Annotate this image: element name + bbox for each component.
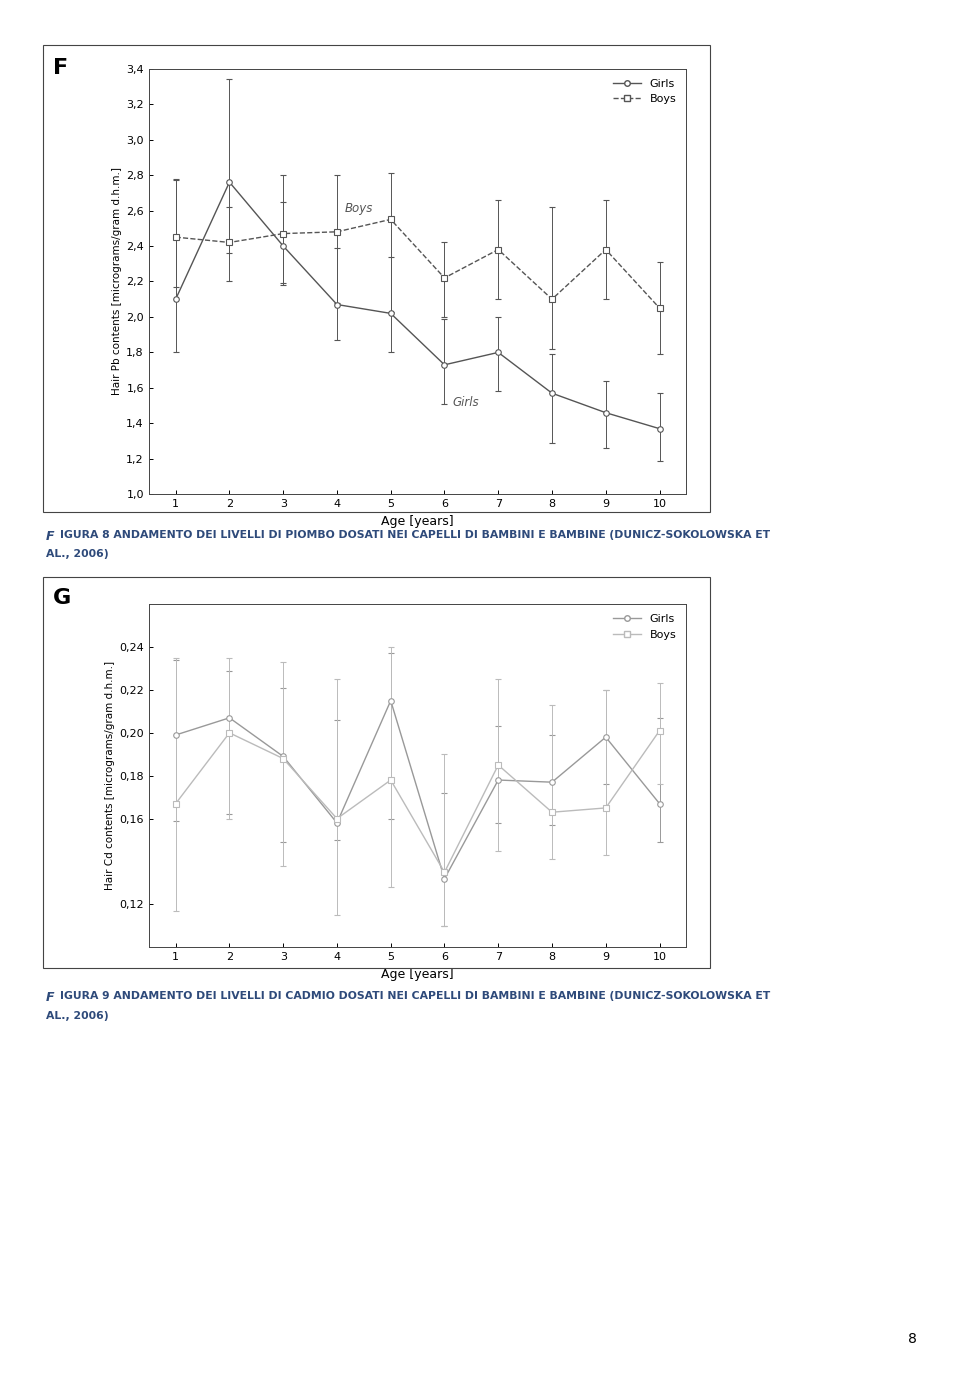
Legend: Girls, Boys: Girls, Boys <box>609 610 681 644</box>
Text: Boys: Boys <box>345 202 373 216</box>
Text: F: F <box>46 991 55 1004</box>
Legend: Girls, Boys: Girls, Boys <box>609 74 681 108</box>
Text: AL., 2006): AL., 2006) <box>46 549 108 559</box>
Text: F: F <box>46 530 55 542</box>
X-axis label: Age [years]: Age [years] <box>381 515 454 527</box>
Text: G: G <box>53 588 71 608</box>
Text: Girls: Girls <box>452 395 479 409</box>
Text: IGURA 8 ANDAMENTO DEI LIVELLI DI PIOMBO DOSATI NEI CAPELLI DI BAMBINI E BAMBINE : IGURA 8 ANDAMENTO DEI LIVELLI DI PIOMBO … <box>60 530 770 540</box>
Text: IGURA 9 ANDAMENTO DEI LIVELLI DI CADMIO DOSATI NEI CAPELLI DI BAMBINI E BAMBINE : IGURA 9 ANDAMENTO DEI LIVELLI DI CADMIO … <box>60 991 770 1001</box>
Y-axis label: Hair Cd contents [micrograms/gram d.h.m.]: Hair Cd contents [micrograms/gram d.h.m.… <box>105 662 115 890</box>
Y-axis label: Hair Pb contents [micrograms/gram d.h.m.]: Hair Pb contents [micrograms/gram d.h.m.… <box>112 168 122 395</box>
Text: 8: 8 <box>908 1332 917 1346</box>
X-axis label: Age [years]: Age [years] <box>381 968 454 980</box>
Text: AL., 2006): AL., 2006) <box>46 1011 108 1020</box>
Text: F: F <box>53 58 68 78</box>
